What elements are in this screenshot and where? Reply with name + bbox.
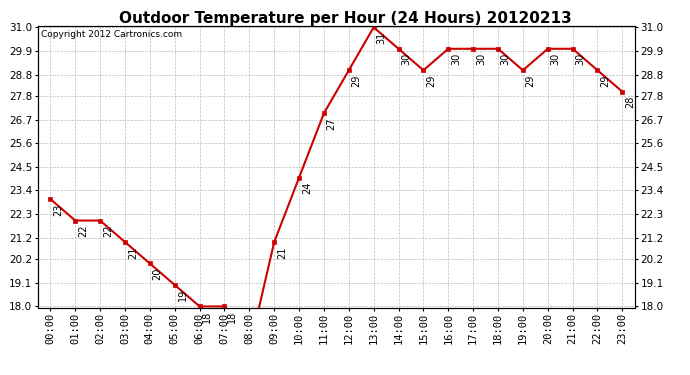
Text: 30: 30 [551, 53, 560, 65]
Text: Outdoor Temperature per Hour (24 Hours) 20120213: Outdoor Temperature per Hour (24 Hours) … [119, 11, 571, 26]
Text: 30: 30 [575, 53, 585, 65]
Text: 24: 24 [302, 182, 312, 194]
Text: 16: 16 [0, 374, 1, 375]
Text: 22: 22 [78, 225, 88, 237]
Text: 28: 28 [625, 96, 635, 108]
Text: 21: 21 [277, 246, 287, 258]
Text: 27: 27 [327, 117, 337, 130]
Text: Copyright 2012 Cartronics.com: Copyright 2012 Cartronics.com [41, 30, 182, 39]
Text: 31: 31 [377, 32, 386, 44]
Text: 19: 19 [177, 289, 188, 302]
Text: 20: 20 [152, 268, 163, 280]
Text: 30: 30 [402, 53, 411, 65]
Text: 29: 29 [600, 74, 610, 87]
Text: 21: 21 [128, 246, 138, 258]
Text: 30: 30 [451, 53, 461, 65]
Text: 29: 29 [426, 74, 436, 87]
Text: 29: 29 [526, 74, 535, 87]
Text: 29: 29 [352, 74, 362, 87]
Text: 23: 23 [53, 203, 63, 216]
Text: 30: 30 [501, 53, 511, 65]
Text: 18: 18 [202, 310, 213, 323]
Text: 22: 22 [103, 225, 113, 237]
Text: 18: 18 [227, 310, 237, 323]
Text: 30: 30 [476, 53, 486, 65]
